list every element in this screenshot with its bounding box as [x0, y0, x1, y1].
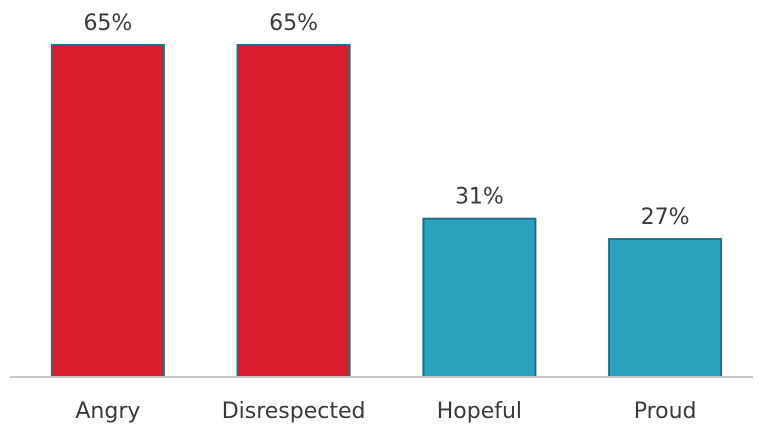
bar-disrespected [236, 44, 351, 378]
data-label-proud: 27% [641, 205, 690, 230]
category-label-disrespected: Disrespected [222, 399, 366, 424]
bar-angry [50, 44, 165, 378]
bars-group [50, 44, 723, 378]
data-label-hopeful: 31% [455, 185, 504, 210]
bar-proud [608, 238, 723, 378]
category-labels-group: Angry Disrespected Hopeful Proud [75, 399, 696, 424]
category-label-proud: Proud [634, 399, 697, 424]
data-label-angry: 65% [83, 11, 132, 36]
bar-hopeful [422, 217, 537, 378]
data-labels-group: 65% 65% 31% 27% [83, 11, 689, 230]
category-label-hopeful: Hopeful [437, 399, 522, 424]
data-label-disrespected: 65% [269, 11, 318, 36]
category-label-angry: Angry [75, 399, 140, 424]
